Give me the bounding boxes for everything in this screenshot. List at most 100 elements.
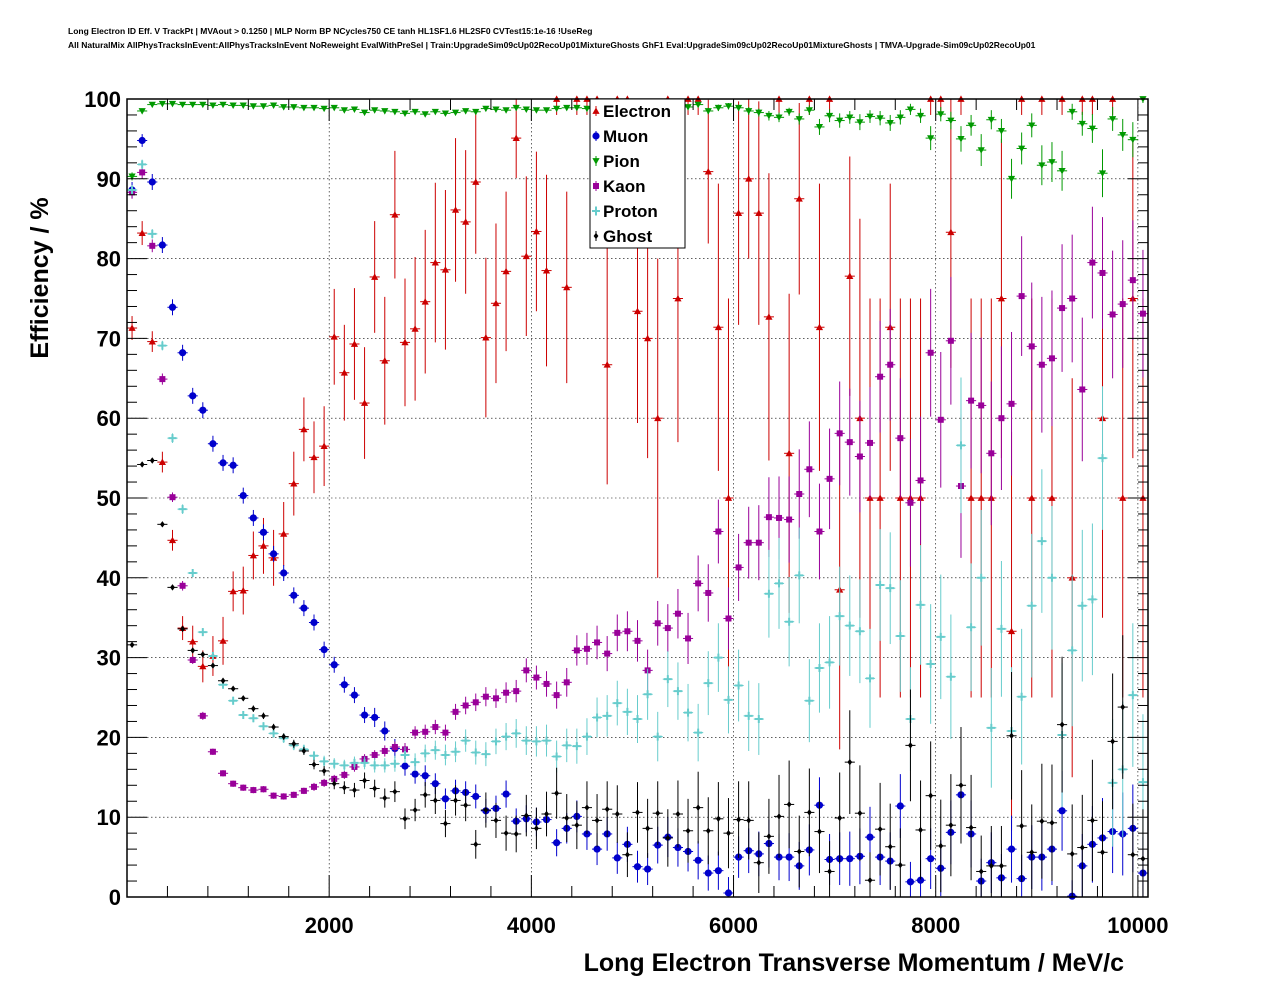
data-point [290,791,297,798]
data-point [352,786,357,794]
data-point [532,227,541,235]
legend-entry-pion: Pion [592,152,640,171]
data-point [330,759,339,768]
data-point [1048,494,1056,501]
data-point [715,815,721,822]
data-point [209,440,217,448]
data-point [400,750,409,759]
data-point [522,252,530,260]
data-point [158,341,167,350]
data-point [371,273,379,280]
data-point [745,108,753,115]
data-point [441,266,450,273]
data-point [219,637,227,644]
data-point [491,737,500,746]
data-point [785,853,793,861]
data-point [259,542,268,549]
data-point [229,461,237,469]
data-point [360,711,369,719]
data-point [795,571,804,580]
y-tick-label: 0 [109,885,121,910]
data-point [451,206,460,213]
data-point [320,105,328,113]
data-point [603,361,611,368]
data-point [917,477,924,484]
data-point [755,539,762,546]
data-point [997,294,1006,302]
data-point [998,415,1005,422]
data-point [967,494,975,501]
data-point [1138,778,1147,787]
data-point [441,110,450,117]
data-point [654,620,661,627]
data-point [270,792,277,799]
data-point [330,661,338,669]
data-point [451,747,460,756]
data-point [916,112,925,120]
data-point [362,777,367,784]
data-point [726,829,731,837]
data-point [1007,175,1016,183]
data-point [320,646,328,654]
data-point [341,784,347,791]
data-point [178,101,187,109]
data-point [290,591,298,599]
data-point [1069,295,1076,302]
data-point [269,102,278,109]
data-point [503,829,509,837]
data-point [663,675,672,684]
data-point [1088,125,1097,133]
data-point [582,732,591,741]
data-point [503,689,510,696]
data-point [220,677,226,684]
data-point [168,434,177,443]
data-point [906,106,915,113]
data-point [240,784,247,791]
data-point [129,641,135,649]
data-point [673,687,682,696]
data-point [189,392,197,400]
legend-label: Pion [603,152,640,171]
data-point [381,357,389,364]
data-point [1018,145,1026,153]
data-point [826,475,833,482]
data-point [372,785,378,792]
data-point [1058,807,1066,815]
data-point [815,124,824,131]
data-point [907,499,914,506]
data-point [330,333,338,340]
data-point [572,742,581,751]
data-point [987,116,995,124]
data-point [189,638,197,645]
data-point [199,406,207,414]
data-point [158,241,166,249]
data-point [381,747,388,754]
data-point [340,761,349,770]
data-point [401,338,409,346]
data-point [825,112,834,120]
data-point [795,116,803,123]
data-point [320,757,329,766]
y-tick-label: 100 [84,87,121,112]
data-point [785,108,793,116]
data-point [149,242,156,249]
data-point [422,728,429,735]
data-point [1088,595,1097,604]
data-point [694,728,703,737]
data-point [1049,819,1055,826]
data-point [594,639,601,646]
data-point [674,843,682,852]
data-point [462,702,469,709]
data-point [280,530,288,537]
data-point [977,573,986,582]
data-point [471,748,480,757]
data-point [714,104,722,112]
data-point [1038,361,1045,368]
x-tick-label: 4000 [507,913,556,938]
y-tick-label: 20 [97,725,121,750]
data-point [382,794,388,802]
data-point [1098,454,1107,463]
data-point [421,749,430,758]
data-point [381,108,389,115]
data-point [229,587,237,595]
